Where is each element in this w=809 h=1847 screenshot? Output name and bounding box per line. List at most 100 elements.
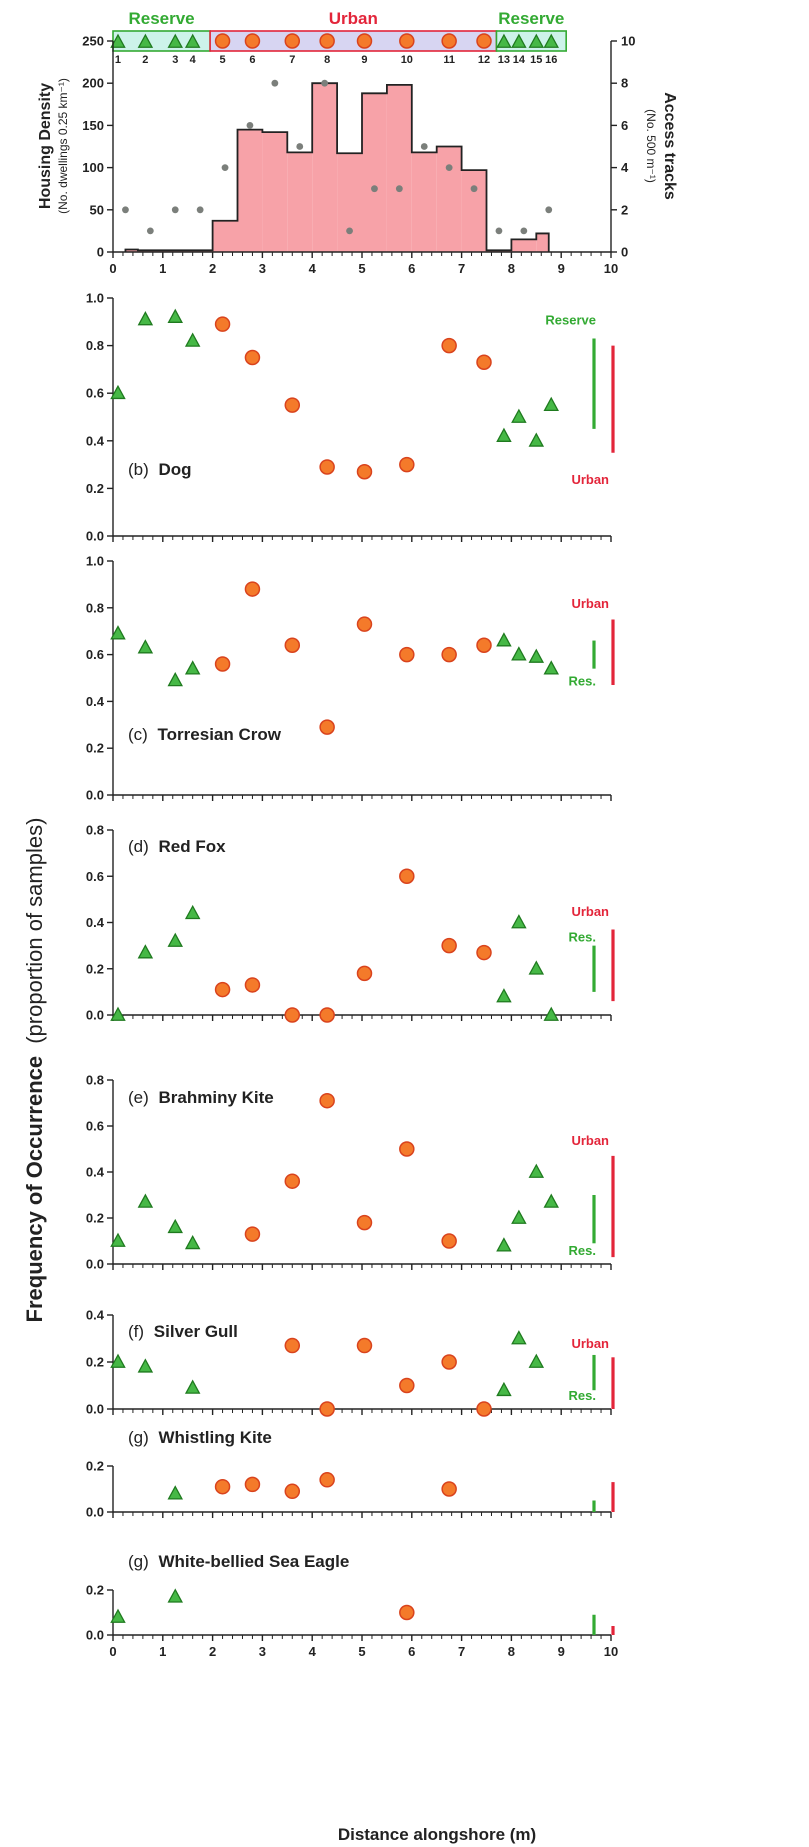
range-label-urban: Urban — [571, 1336, 609, 1351]
y-tick-label: 0.0 — [86, 529, 104, 544]
panel-label-prefix: (d) — [128, 837, 154, 856]
panel-label: (e) Brahminy Kite — [128, 1088, 274, 1107]
x-tick-label: 8 — [508, 1644, 515, 1659]
panel-label-name: Red Fox — [159, 837, 227, 856]
site-marker-reserve — [543, 33, 559, 48]
housing-bar — [536, 233, 549, 252]
y-tick-label: 0.0 — [86, 1257, 104, 1272]
panel-d: 0.0 0.2 0.4 0.6 0.8 (d) Red Fox Res. Urban — [86, 823, 615, 1023]
point-reserve — [167, 671, 183, 687]
point-urban — [284, 1337, 301, 1354]
housing-bar — [461, 170, 487, 252]
site-marker-reserve — [528, 33, 545, 48]
panel-label-prefix: (f) — [128, 1322, 149, 1341]
site-number: 12 — [478, 54, 490, 66]
point-reserve — [137, 311, 154, 326]
point-urban — [244, 581, 261, 597]
point-urban — [319, 1007, 335, 1023]
panel-label-name: Dog — [159, 460, 192, 479]
housing-bar — [312, 83, 338, 252]
access-track-point — [321, 79, 329, 87]
access-track-point — [395, 185, 403, 193]
panel-c: 0.0 0.2 0.4 0.6 0.8 1.0 (c) Torresian Crow Res.… — [86, 554, 615, 803]
y-tick-label: 0.2 — [86, 1583, 104, 1598]
y-tick-label: 0.0 — [86, 1505, 104, 1520]
access-track-point — [520, 227, 528, 235]
point-reserve — [110, 384, 126, 400]
access-track-point — [545, 206, 553, 214]
point-urban — [319, 459, 335, 475]
access-track-point — [122, 206, 129, 214]
point-reserve — [110, 1232, 126, 1247]
y-tick-label: 0.0 — [86, 788, 104, 803]
point-urban — [214, 656, 231, 672]
housing-bar — [411, 152, 437, 252]
x-tick-label: 5 — [358, 261, 365, 276]
point-reserve — [137, 944, 154, 959]
point-urban — [399, 1604, 415, 1621]
range-label-reserve: Res. — [569, 1243, 596, 1258]
point-urban — [399, 456, 415, 473]
point-urban — [441, 937, 457, 954]
y-tick-label: 0.8 — [86, 338, 104, 353]
access-track-point — [296, 143, 304, 150]
housing-ylabel: Housing Density — [37, 83, 54, 209]
access-track-point — [146, 227, 154, 235]
panel-label: (f) Silver Gull — [128, 1322, 238, 1341]
point-reserve — [543, 1193, 559, 1208]
x-axis-title: Distance alongshore (m) — [338, 1825, 536, 1844]
point-urban — [441, 1354, 457, 1370]
panel-label: (g) Whistling Kite — [128, 1428, 272, 1447]
point-urban — [319, 1401, 335, 1417]
panel-g1: 0.0 0.2 (g) Whistling Kite — [86, 1428, 615, 1520]
point-reserve — [496, 1237, 512, 1252]
panel-label-prefix: (g) — [128, 1552, 154, 1571]
panel-label: (c) Torresian Crow — [128, 725, 282, 744]
point-urban — [441, 337, 457, 354]
access-track-point — [495, 227, 503, 235]
housing-bar — [262, 132, 288, 252]
point-urban — [284, 1483, 301, 1500]
point-reserve — [528, 648, 545, 663]
panel-label-prefix: (c) — [128, 725, 153, 744]
y-tick-label: 0 — [97, 245, 104, 260]
point-urban — [356, 1337, 373, 1354]
point-urban — [356, 463, 373, 480]
range-label-reserve: Res. — [569, 929, 596, 944]
site-number: 8 — [324, 54, 330, 66]
point-reserve — [543, 660, 559, 675]
y-tick-label: 0.4 — [86, 433, 105, 448]
point-reserve — [543, 396, 559, 412]
y-tick-label: 250 — [82, 34, 104, 49]
panel-label-name: Silver Gull — [154, 1322, 238, 1341]
y2-tick-label: 0 — [621, 245, 628, 260]
x-tick-label: 10 — [604, 1644, 618, 1659]
point-reserve — [528, 1163, 545, 1178]
access-track-point — [445, 164, 453, 172]
point-reserve — [110, 1353, 126, 1368]
point-urban — [214, 316, 231, 332]
point-urban — [284, 1173, 301, 1189]
point-reserve — [511, 646, 527, 661]
point-urban — [214, 1478, 231, 1495]
access-track-point — [171, 206, 179, 214]
y-tick-label: 150 — [82, 118, 104, 133]
point-urban — [244, 1226, 261, 1242]
housing-bar — [337, 153, 362, 252]
point-reserve — [110, 1006, 126, 1021]
panel-label-name: White-bellied Sea Eagle — [159, 1552, 350, 1571]
site-marker-reserve — [496, 33, 512, 48]
point-reserve — [184, 660, 201, 675]
y-tick-label: 0.6 — [86, 386, 104, 401]
x-tick-label: 0 — [109, 261, 116, 276]
site-marker-urban — [284, 33, 301, 49]
y-tick-label: 0.0 — [86, 1402, 104, 1417]
access-track-point — [346, 227, 353, 235]
y-tick-label: 0.2 — [86, 961, 104, 976]
x-tick-label: 4 — [309, 1644, 317, 1659]
point-urban — [214, 981, 231, 998]
point-urban — [399, 646, 415, 663]
site-marker-urban — [214, 33, 231, 49]
point-reserve — [528, 960, 545, 975]
